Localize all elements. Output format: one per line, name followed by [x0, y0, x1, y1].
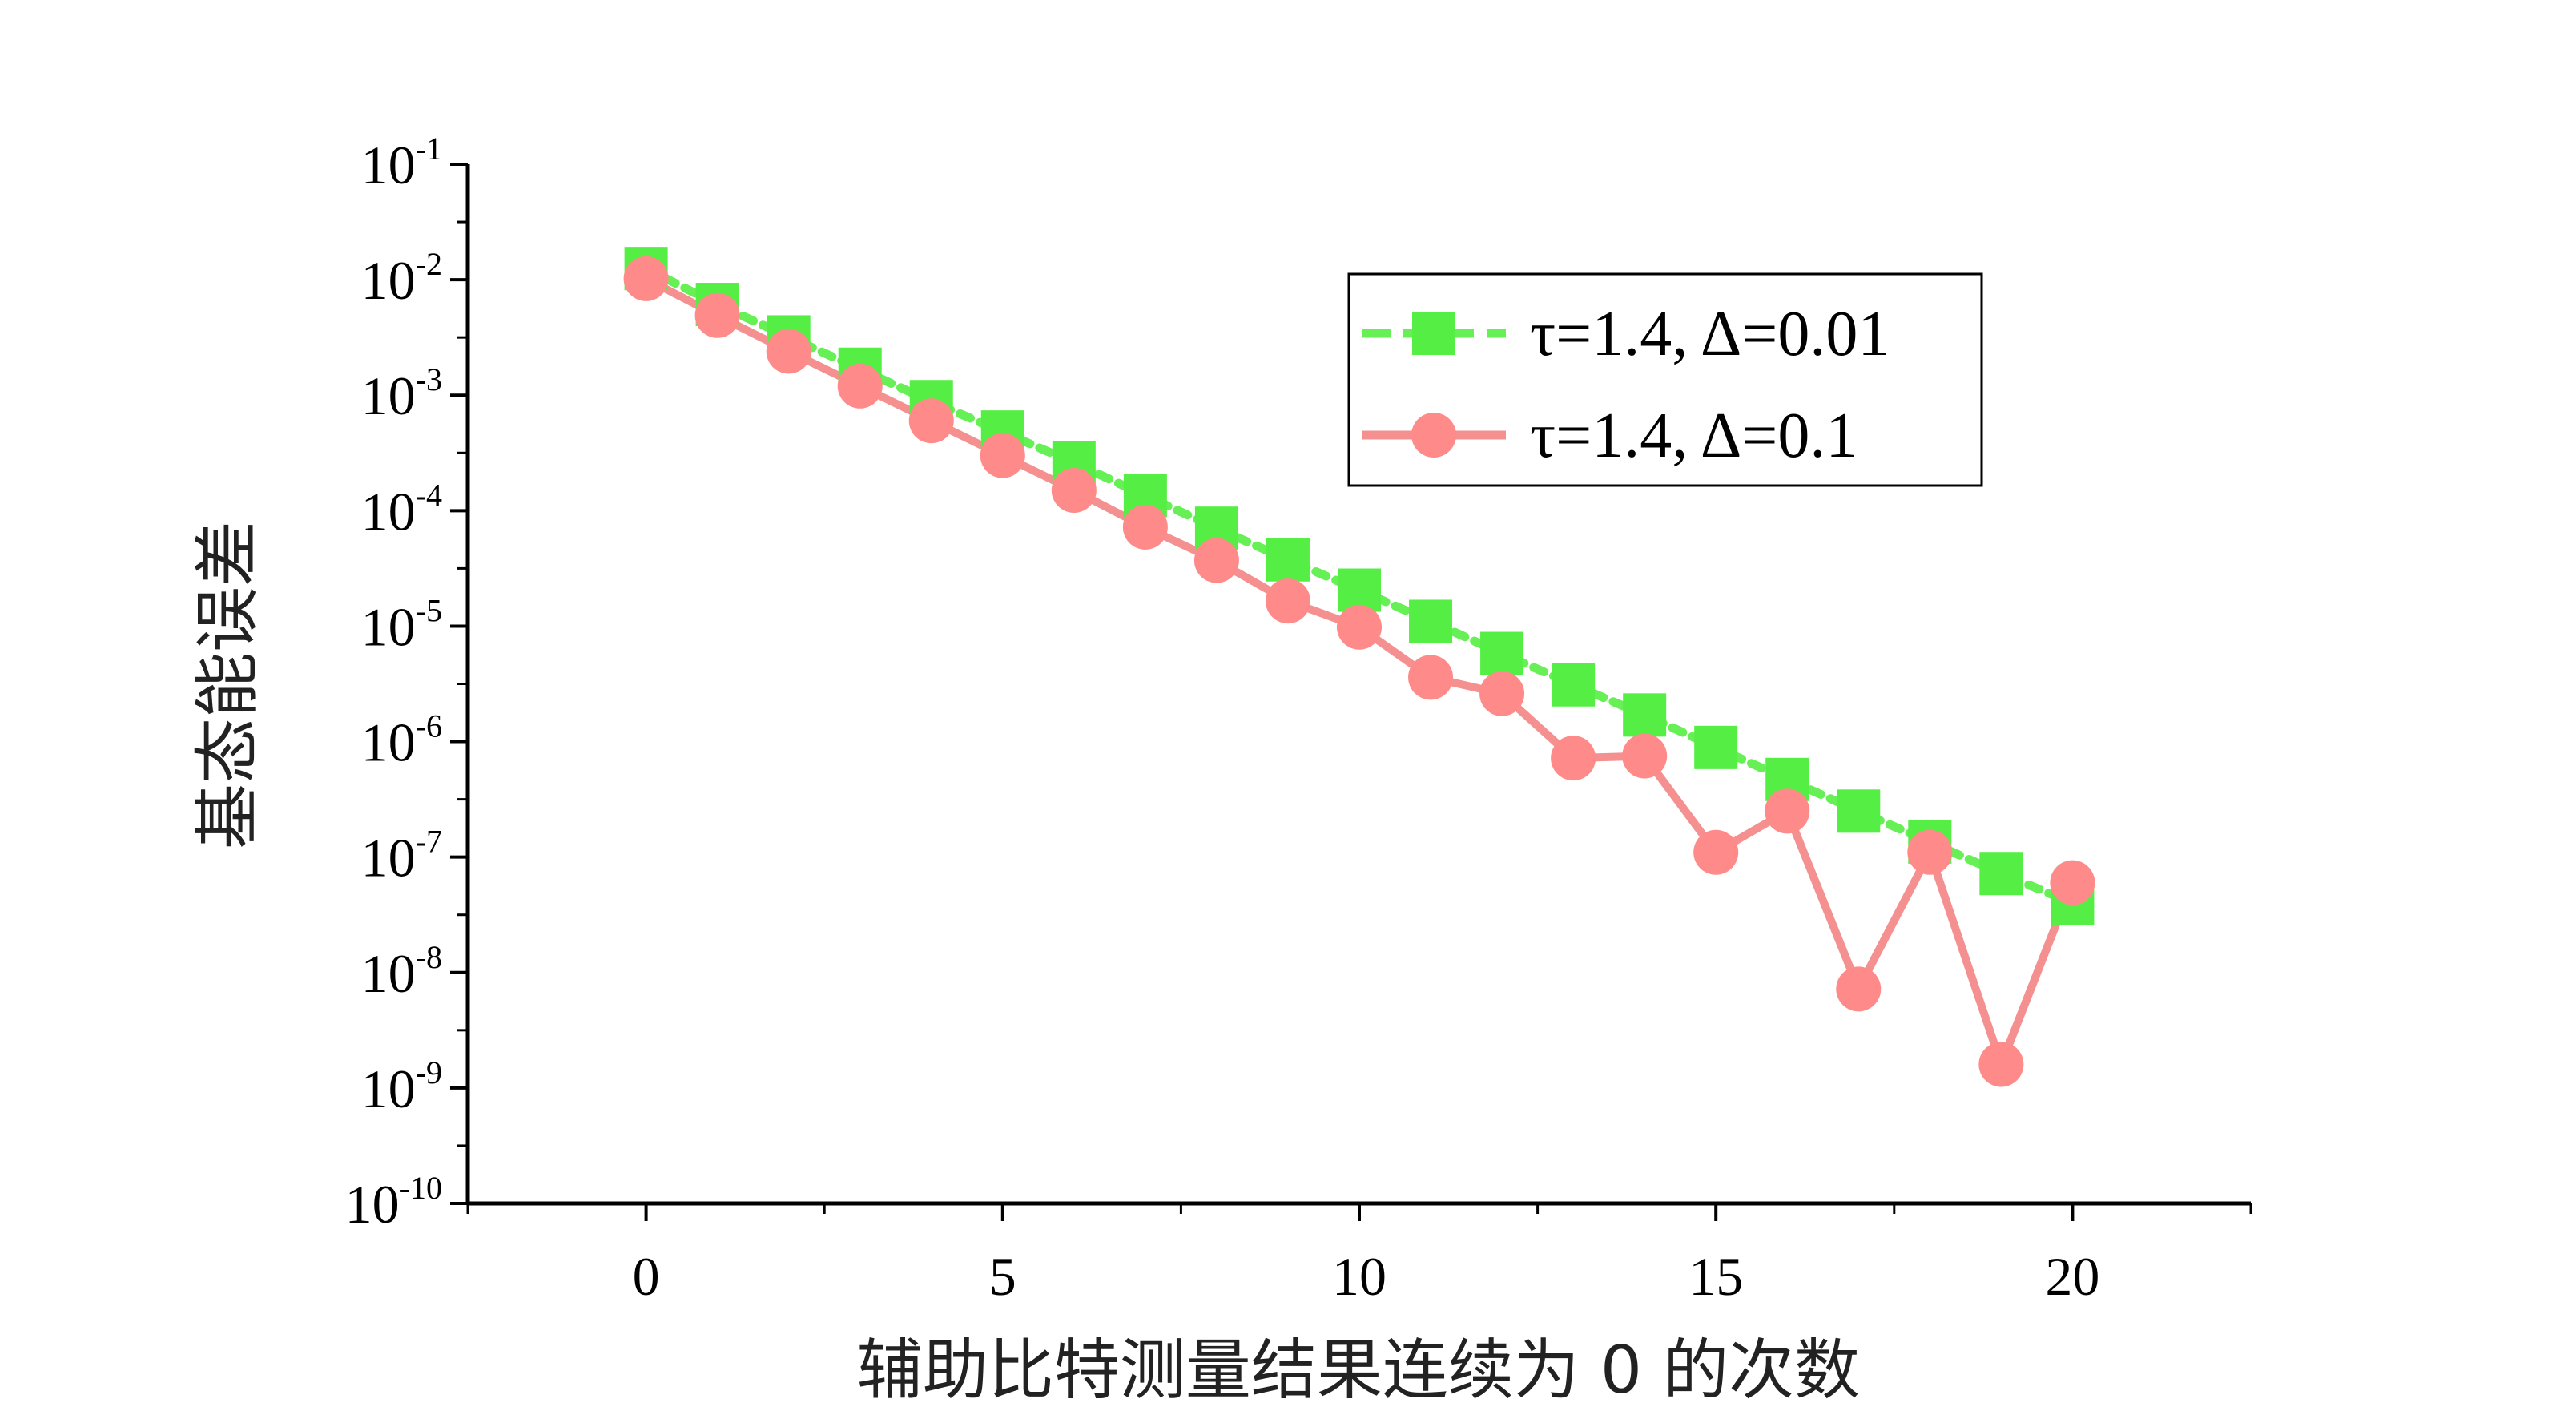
- x-tick-label: 15: [1688, 1246, 1743, 1307]
- series-2-circle-point: [1551, 736, 1596, 781]
- series-2-circle-point: [1051, 467, 1097, 513]
- series-1-square-point: [1480, 631, 1524, 675]
- x-tick-label: 5: [989, 1246, 1016, 1307]
- legend: τ=1.4, Δ=0.01 τ=1.4, Δ=0.1: [1347, 272, 1983, 487]
- y-tick-label: 10-10: [345, 1170, 442, 1235]
- series-2-circle-point: [1765, 788, 1810, 834]
- plot-layer: [623, 247, 2095, 1087]
- legend-entry-1: τ=1.4, Δ=0.01: [1362, 299, 1890, 369]
- series-2-circle-point: [623, 256, 669, 301]
- series-2-circle-point: [1836, 966, 1882, 1012]
- legend-square-marker: [1412, 312, 1455, 355]
- legend-label-1: τ=1.4, Δ=0.01: [1530, 299, 1890, 369]
- series-1-square-point: [1552, 663, 1596, 707]
- series-2-circle-point: [1479, 671, 1525, 716]
- series-2-circle-point: [1907, 829, 1953, 875]
- series-2-circle-point: [766, 329, 811, 374]
- series-2-circle-point: [1622, 733, 1668, 779]
- series-2-circle-point: [1337, 604, 1382, 650]
- series-2-circle-point: [1265, 578, 1310, 624]
- y-tick-label: 10-5: [361, 592, 442, 657]
- y-tick-label: 10-1: [361, 131, 442, 196]
- series-2-circle-point: [694, 292, 740, 338]
- series-2-circle-point: [1978, 1042, 2024, 1087]
- y-tick-label: 10-9: [361, 1054, 442, 1119]
- series-1-square-point: [1338, 568, 1381, 612]
- series-2-circle-point: [1193, 538, 1239, 583]
- series-2-circle-point: [2050, 860, 2095, 905]
- y-axis-title: 基态能误差: [190, 521, 266, 849]
- y-tick-label: 10-7: [361, 824, 442, 889]
- series-2-circle-point: [837, 363, 883, 409]
- y-tick-label: 10-3: [361, 361, 442, 426]
- series-2-circle-point: [1693, 829, 1739, 875]
- x-tick-label: 20: [2045, 1246, 2099, 1307]
- x-tick-label: 10: [1332, 1246, 1387, 1307]
- y-ticks: 10-1 10-2 10-3 10-4 10-5 10-6 10-7 10-8 10-9 10-1…: [345, 131, 468, 1235]
- legend-box: [1347, 272, 1983, 487]
- y-tick-label: 10-6: [361, 708, 442, 773]
- y-tick-label: 10-8: [361, 939, 442, 1004]
- series-2-circle-point: [980, 433, 1025, 478]
- legend-entry-2: τ=1.4, Δ=0.1: [1362, 401, 1858, 471]
- legend-label-2: τ=1.4, Δ=0.1: [1530, 401, 1858, 471]
- series-2-circle-point: [1122, 504, 1168, 550]
- series-1-square-point: [1979, 852, 2023, 896]
- series-2-circle-point: [908, 398, 954, 444]
- series-1-square-point: [1266, 538, 1310, 582]
- series-1-square-point: [1837, 789, 1881, 833]
- series-1-square-point: [1694, 725, 1738, 769]
- y-tick-label: 10-4: [361, 477, 442, 542]
- x-tick-label: 0: [633, 1246, 660, 1307]
- x-ticks: 0 5 10 15 20: [466, 1203, 2252, 1307]
- series-1-square-point: [1623, 693, 1667, 737]
- y-tick-label: 10-2: [361, 246, 442, 311]
- series-2-circle-point: [1408, 655, 1454, 700]
- x-axis-title: 辅助比特测量结果连续为 0 的次数: [857, 1332, 1860, 1409]
- series-1-square-point: [1409, 599, 1453, 643]
- legend-circle-marker: [1411, 413, 1456, 458]
